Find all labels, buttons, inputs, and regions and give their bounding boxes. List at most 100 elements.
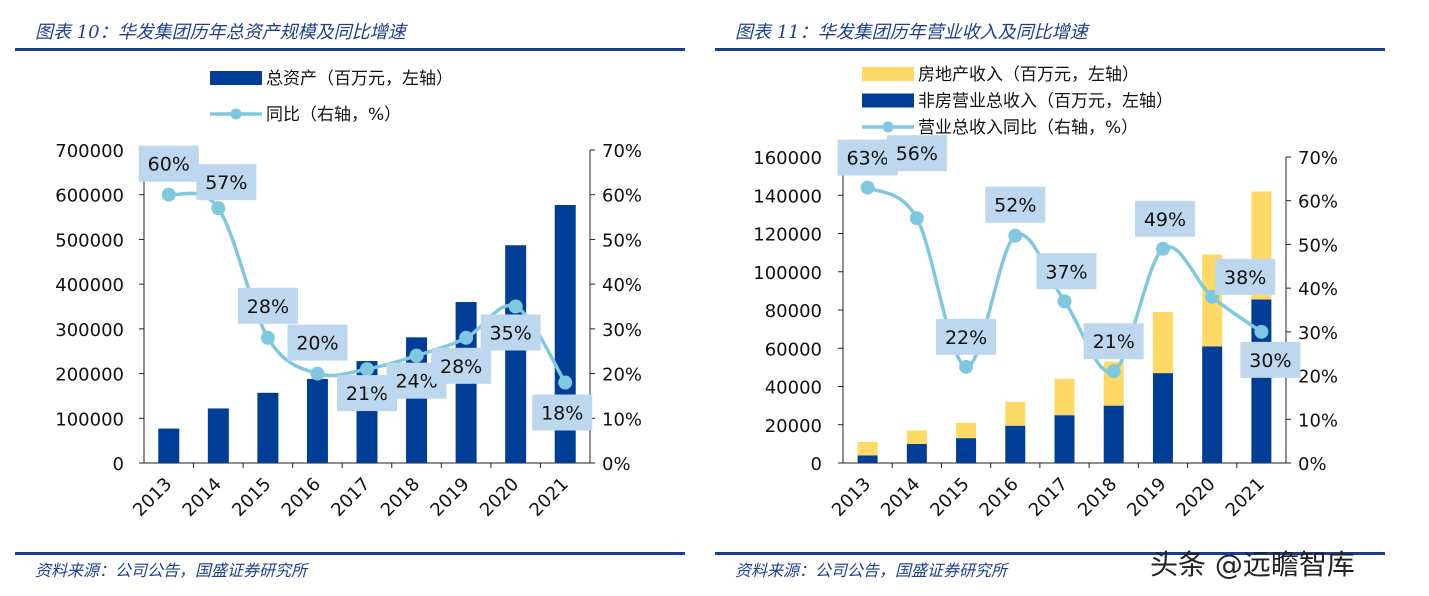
chart2-left-tick-label: 20000 — [765, 416, 822, 437]
chart2-data-label: 38% — [1224, 267, 1266, 289]
chart2-data-label: 52% — [994, 195, 1036, 217]
chart2-point-2013 — [860, 180, 875, 195]
chart2-data-label: 21% — [1093, 331, 1135, 353]
right-source: 资料来源：公司公告，国盛证券研究所 — [735, 561, 1008, 580]
chart1-x-tick-label: 2013 — [129, 474, 176, 521]
chart2-data-label-bg — [1215, 258, 1276, 295]
chart2-right-tick-label: 70% — [1298, 148, 1338, 169]
chart2-right-tick-label: 60% — [1298, 192, 1338, 213]
chart1-data-label: 35% — [490, 323, 532, 345]
chart1-data-label: 20% — [296, 333, 338, 355]
chart2-data-label-bg — [1083, 323, 1144, 360]
chart2-data-label: 56% — [896, 143, 938, 165]
chart2-data-label: 37% — [1045, 261, 1087, 283]
chart2-legend-swatch — [862, 67, 914, 81]
chart1-point-2014 — [211, 201, 226, 216]
chart1-data-label-bg — [196, 164, 257, 201]
chart1-right-tick-label: 30% — [602, 320, 642, 341]
chart1-left-tick-label: 400000 — [55, 275, 124, 296]
chart1-x-tick-label: 2014 — [179, 474, 226, 521]
chart2-data-label-bg — [985, 186, 1046, 223]
chart1-bar-2016 — [306, 378, 328, 463]
chart2-bar-top-2016 — [1005, 401, 1026, 426]
chart2-bar-2018 — [1103, 405, 1124, 463]
chart1-left-tick-label: 100000 — [55, 409, 124, 430]
chart2-data-label-bg — [936, 318, 997, 355]
chart2-x-tick-label: 2019 — [1123, 474, 1170, 521]
chart2-legend-label: 营业总收入同比（右轴，%） — [918, 118, 1138, 138]
chart1-bar-2015 — [257, 392, 279, 463]
chart2-point-2015 — [959, 359, 974, 374]
chart1-bar-2013 — [158, 428, 180, 463]
chart2-left-tick-label: 0 — [811, 454, 822, 475]
right-chart-title: 图表 11：华发集团历年营业收入及同比增速 — [735, 22, 1088, 43]
chart1-data-label: 28% — [247, 296, 289, 318]
chart2-data-label-bg — [1134, 200, 1195, 237]
chart1-right-tick-label: 70% — [602, 141, 642, 162]
chart2-point-2021 — [1254, 324, 1269, 339]
chart2-right-tick-label: 30% — [1298, 323, 1338, 344]
chart1-legend-swatch — [210, 71, 262, 85]
chart1-point-2013 — [161, 187, 176, 202]
chart2-bar-top-2013 — [857, 441, 878, 456]
chart1-point-2019 — [459, 330, 474, 345]
chart2-legend-marker — [882, 121, 894, 133]
chart2-bar-2019 — [1152, 373, 1173, 463]
chart1-x-tick-label: 2018 — [377, 474, 424, 521]
chart1-right-tick-label: 0% — [602, 454, 631, 475]
chart2-x-tick-label: 2016 — [976, 474, 1023, 521]
chart1-data-label: 24% — [395, 371, 437, 393]
left-source-rule — [15, 552, 685, 555]
chart2-right-tick-label: 10% — [1298, 410, 1338, 431]
left-source: 资料来源：公司公告，国盛证券研究所 — [35, 561, 308, 580]
chart1-bar-2014 — [207, 408, 229, 463]
chart2-x-tick-label: 2015 — [926, 474, 973, 521]
chart1-right-tick-label: 40% — [602, 275, 642, 296]
chart1-left-tick-label: 700000 — [55, 141, 124, 162]
chart2-point-2014 — [909, 211, 924, 226]
chart2-bar-2021 — [1251, 299, 1272, 463]
chart2-legend-swatch — [862, 93, 914, 108]
chart2-bar-top-2015 — [956, 422, 977, 439]
chart2-data-label: 63% — [846, 148, 888, 170]
chart2-x-tick-label: 2018 — [1074, 474, 1121, 521]
chart2-point-2019 — [1155, 241, 1170, 256]
chart2-right-tick-label: 50% — [1298, 235, 1338, 256]
chart2-x-tick-label: 2017 — [1025, 474, 1072, 521]
left-title-rule — [15, 48, 685, 51]
chart1-data-label: 21% — [346, 383, 388, 405]
chart1-point-2016 — [310, 366, 325, 381]
chart1-data-label: 18% — [541, 403, 583, 425]
right-source-rule — [715, 552, 1385, 555]
chart1-point-2015 — [260, 330, 275, 345]
chart2-bar-2015 — [956, 438, 977, 463]
chart1-point-2021 — [558, 375, 573, 390]
chart1-right-tick-label: 60% — [602, 186, 642, 207]
watermark: 头条 @远瞻智库 — [1150, 548, 1355, 581]
chart2-legend-label: 非房营业总收入（百万元，左轴） — [918, 92, 1173, 112]
chart1-point-2018 — [409, 348, 424, 363]
right-title-rule — [715, 48, 1385, 51]
chart2-right-tick-label: 20% — [1298, 367, 1338, 388]
chart1-left-tick-label: 300000 — [55, 320, 124, 341]
chart1-data-label-bg — [237, 287, 298, 324]
chart2-data-label: 22% — [945, 327, 987, 349]
chart1-x-tick-label: 2016 — [278, 474, 325, 521]
chart1-left-tick-label: 0 — [113, 454, 124, 475]
chart2-bar-2017 — [1054, 415, 1075, 463]
chart1-x-tick-label: 2017 — [327, 474, 374, 521]
chart2-bar-top-2019 — [1152, 311, 1173, 374]
chart1-left-tick-label: 500000 — [55, 230, 124, 251]
chart2-x-tick-label: 2020 — [1172, 474, 1219, 521]
chart1-data-label-bg — [431, 347, 492, 384]
chart2-bar-2013 — [857, 455, 878, 463]
chart2-left-tick-label: 80000 — [765, 301, 822, 322]
chart1-right-tick-label: 50% — [602, 230, 642, 251]
chart1-x-tick-label: 2015 — [228, 474, 275, 521]
chart2-left-tick-label: 60000 — [765, 339, 822, 360]
chart2-point-2018 — [1106, 364, 1121, 379]
chart1-x-tick-label: 2020 — [476, 474, 523, 521]
chart1-x-tick-label: 2019 — [426, 474, 473, 521]
chart2-x-tick-label: 2013 — [828, 474, 875, 521]
chart1-data-label-bg — [287, 324, 348, 361]
